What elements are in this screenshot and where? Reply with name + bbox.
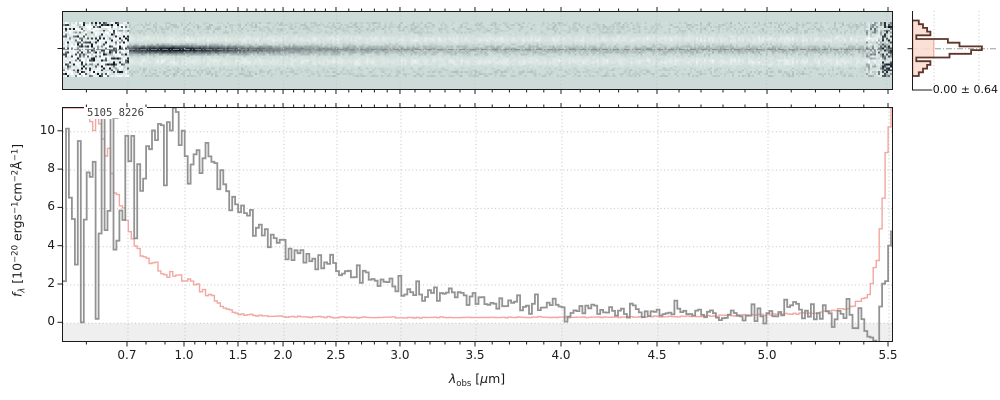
spectrum-2d-panel [62,11,893,90]
y-tick-label: 0 [47,314,55,329]
main-spectrum-plot [63,108,892,341]
x-tick-label: 4.5 [647,348,667,362]
error-curve [63,108,892,319]
x-axis-label: λobs [μm] [448,371,506,389]
main-spectrum-panel [62,107,893,342]
x-tick-label: 3.0 [390,348,410,362]
x-tick-label: 5.0 [757,348,777,362]
below-zero-band [63,323,892,341]
profile-stats-label: -0.00 ± 0.64 [928,83,998,96]
x-tick-label: 2.0 [273,348,293,362]
x-tick-label: 1.5 [228,348,248,362]
y-tick-label: 2 [47,276,55,290]
x-tick-label: 1.0 [174,348,194,362]
spectrum-2d-image [63,12,892,89]
y-tick-label: 10 [39,122,55,137]
x-tick-label: 2.5 [326,348,346,362]
x-tick-label: 3.5 [465,348,485,362]
y-tick-label: 6 [47,199,55,214]
profile-histogram-plot [913,11,996,90]
y-tick-label: 8 [47,161,55,176]
x-tick-label: 4.0 [551,348,571,362]
profile-histogram-panel [912,11,996,90]
x-tick-label: 5.5 [878,348,898,362]
flux-spectrum-curve [63,108,892,341]
y-tick-label: 4 [47,237,55,252]
object-id-annotation: 5105_8226 [84,107,147,119]
profile-outline-histogram [913,19,983,77]
profile-fill-histogram [913,20,935,77]
x-tick-label: 0.7 [117,348,137,362]
